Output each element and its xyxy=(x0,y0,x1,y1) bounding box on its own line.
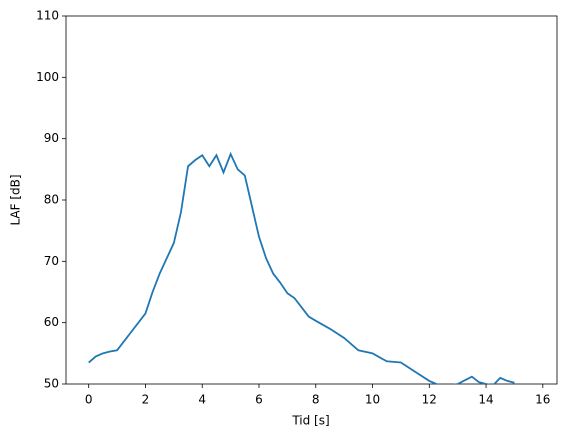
x-tick-label: 16 xyxy=(535,393,550,407)
y-axis-label: LAF [dB] xyxy=(9,174,23,225)
x-tick-label: 6 xyxy=(255,393,263,407)
y-tick-label: 90 xyxy=(44,131,59,145)
x-tick-label: 12 xyxy=(422,393,437,407)
x-tick-label: 8 xyxy=(312,393,320,407)
axes-frame xyxy=(65,15,558,385)
data-line xyxy=(88,151,515,384)
y-tick-label: 80 xyxy=(44,193,59,207)
y-tick-label: 100 xyxy=(36,70,59,84)
x-tick-label: 2 xyxy=(142,393,150,407)
x-tick-label: 4 xyxy=(198,393,206,407)
y-tick-label: 60 xyxy=(44,315,59,329)
x-axis-label: Tid [s] xyxy=(291,414,329,428)
x-tick-label: 10 xyxy=(365,393,380,407)
x-tick-label: 0 xyxy=(85,393,93,407)
y-tick-label: 110 xyxy=(36,9,59,23)
y-tick-label: 50 xyxy=(44,377,59,391)
x-tick-label: 14 xyxy=(478,393,493,407)
y-tick-label: 70 xyxy=(44,254,59,268)
